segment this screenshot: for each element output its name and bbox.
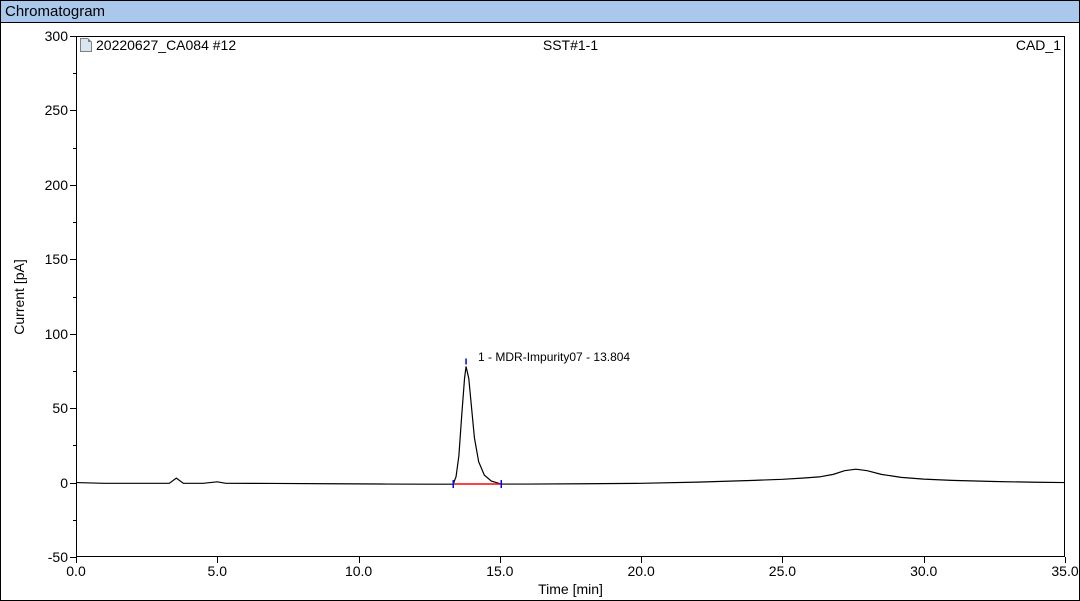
panel-body: 20220627_CA084 #12SST#1-1CAD_1-500501001… [1,23,1079,600]
panel-title: Chromatogram [5,3,105,20]
xtick-label: 30.0 [910,563,937,579]
peak-label: 1 - MDR-Impurity07 - 13.804 [478,350,630,364]
xtick-label: 15.0 [486,563,513,579]
chromatogram-trace [1,23,1067,559]
xtick-label: 10.0 [345,563,372,579]
xtick-label: 25.0 [769,563,796,579]
panel-titlebar[interactable]: Chromatogram [1,1,1079,23]
xtick-label: 0.0 [66,563,85,579]
chromatogram-panel: Chromatogram 20220627_CA084 #12SST#1-1CA… [0,0,1080,601]
xtick-label: 5.0 [208,563,227,579]
x-axis-title: Time [min] [538,581,603,597]
xtick-label: 20.0 [628,563,655,579]
xtick-label: 35.0 [1051,563,1078,579]
